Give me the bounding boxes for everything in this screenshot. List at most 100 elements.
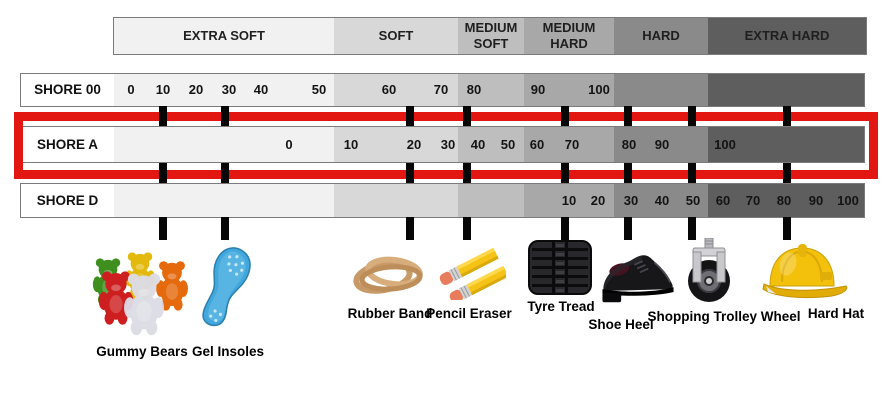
band-extra-hard [708, 127, 864, 162]
category-extra-soft: EXTRA SOFT [114, 18, 334, 54]
scale-value: 70 [564, 137, 580, 152]
example-label-gel-insoles: Gel Insoles [191, 344, 265, 359]
category-label: SOFT [378, 27, 414, 43]
scale-value: 90 [654, 137, 670, 152]
guide-tick [624, 106, 632, 126]
guide-tick [463, 163, 471, 183]
category-soft: SOFT [334, 18, 458, 54]
scale-value: 10 [343, 137, 359, 152]
shopping-trolley-wheel-figure [682, 238, 736, 304]
scale-value: 20 [188, 82, 204, 97]
rubber-band-figure [350, 252, 428, 296]
band-extra-soft [114, 74, 334, 106]
scale-row-shore-a: SHORE A 0 10 20 30 40 50 60 70 80 90 100 [20, 126, 865, 163]
scale-value: 50 [685, 193, 701, 208]
scale-name: SHORE 00 [21, 74, 114, 106]
scale-value: 40 [470, 137, 486, 152]
scale-value: 80 [621, 137, 637, 152]
scale-value: 40 [654, 193, 670, 208]
shore-a-highlight-box [14, 112, 878, 179]
example-label-gummy-bears: Gummy Bears [96, 344, 188, 359]
scale-value: 80 [466, 82, 482, 97]
guide-tick [406, 163, 414, 183]
scale-value: 70 [433, 82, 449, 97]
guide-tick [159, 163, 167, 183]
scale-row-shore-d: SHORE D 10 20 30 40 50 60 70 80 90 100 [20, 183, 865, 218]
band-extra-hard [708, 74, 864, 106]
scale-value: 100 [588, 82, 610, 97]
band-medium-hard [524, 74, 614, 106]
guide-tick [624, 217, 632, 240]
band-soft [334, 184, 458, 217]
scale-value: 10 [155, 82, 171, 97]
guide-tick [561, 106, 569, 126]
scale-value: 30 [623, 193, 639, 208]
scale-value: 30 [440, 137, 456, 152]
guide-tick [406, 106, 414, 126]
band-extra-soft [114, 184, 334, 217]
shoe-heel-figure [596, 248, 680, 306]
hard-hat-figure [756, 242, 852, 300]
scale-value: 50 [500, 137, 516, 152]
band-extra-hard [708, 184, 864, 217]
scale-value: 100 [714, 137, 736, 152]
guide-tick [159, 106, 167, 126]
scale-value: 90 [530, 82, 546, 97]
shoe-heel-image [602, 255, 674, 303]
band-hard [614, 74, 708, 106]
scale-value: 10 [561, 193, 577, 208]
category-label: EXTRA HARD [744, 27, 830, 43]
guide-tick [221, 217, 229, 240]
guide-tick [221, 163, 229, 183]
guide-tick [463, 217, 471, 240]
scale-value: 100 [837, 193, 859, 208]
example-label-shopping-trolley-wheel: Shopping Trolley Wheel [647, 309, 801, 324]
guide-tick [783, 106, 791, 126]
hard-hat-image [762, 244, 848, 299]
scale-name: SHORE D [21, 184, 114, 217]
guide-tick [688, 217, 696, 240]
category-label: MEDIUM HARD [542, 19, 596, 51]
gummy-bears-image [92, 252, 188, 336]
rubber-band-image [353, 256, 423, 294]
band-medium-hard [524, 184, 614, 217]
scale-value: 60 [715, 193, 731, 208]
scale-value: 70 [745, 193, 761, 208]
gummy-bears-figure [88, 240, 194, 340]
scale-value: 90 [808, 193, 824, 208]
category-label: HARD [642, 27, 680, 43]
scale-value: 60 [529, 137, 545, 152]
guide-tick [783, 163, 791, 183]
guide-tick [561, 217, 569, 240]
category-label: MEDIUM SOFT [464, 19, 518, 51]
band-soft [334, 127, 458, 162]
category-extra-hard: EXTRA HARD [708, 18, 866, 54]
guide-tick [624, 163, 632, 183]
scale-value: 50 [311, 82, 327, 97]
category-hard: HARD [614, 18, 708, 54]
shopping-trolley-wheel-image [688, 238, 730, 302]
example-label-tyre-tread: Tyre Tread [527, 299, 595, 314]
pencil-eraser-image [437, 247, 506, 300]
guide-tick [783, 217, 791, 240]
gel-insoles-figure [196, 244, 256, 332]
band-medium-soft [458, 127, 524, 162]
guide-tick [561, 163, 569, 183]
band-medium-soft [458, 74, 524, 106]
band-extra-soft [114, 127, 334, 162]
scale-value: 0 [285, 137, 293, 152]
gel-insoles-image [202, 247, 251, 327]
scale-row-shore-00: SHORE 00 0 10 20 30 40 50 60 70 80 90 100 [20, 73, 865, 107]
band-hard [614, 127, 708, 162]
category-medium-hard: MEDIUM HARD [524, 18, 614, 54]
band-medium-hard [524, 127, 614, 162]
guide-tick [406, 217, 414, 240]
category-label: EXTRA SOFT [183, 27, 265, 43]
guide-tick [159, 217, 167, 240]
guide-tick [688, 106, 696, 126]
scale-value: 30 [221, 82, 237, 97]
pencil-eraser-figure [434, 244, 506, 300]
scale-value: 0 [127, 82, 135, 97]
category-medium-soft: MEDIUM SOFT [458, 18, 524, 54]
